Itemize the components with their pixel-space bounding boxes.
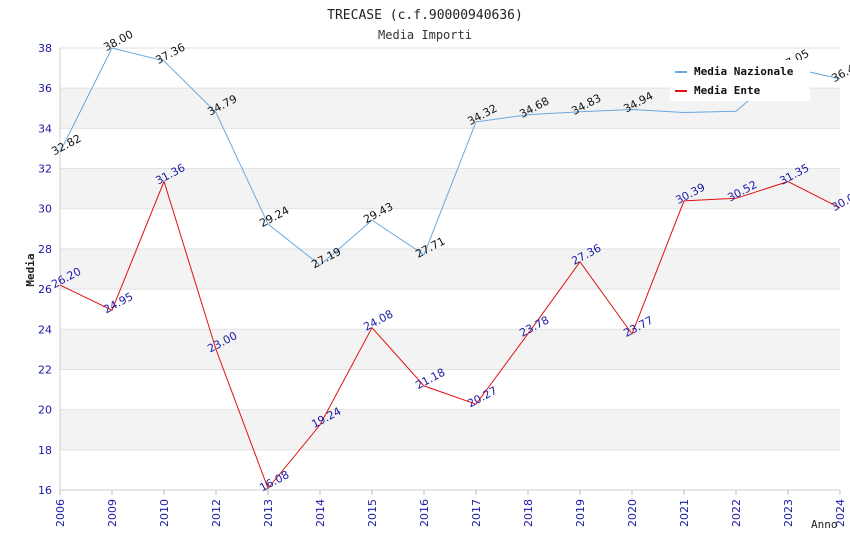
grid-band <box>60 248 840 290</box>
y-tick-label: 20 <box>38 404 52 417</box>
legend-label-media-nazionale: Media Nazionale <box>694 65 794 78</box>
y-tick-label: 28 <box>38 243 52 256</box>
x-tick-label: 2014 <box>314 499 327 527</box>
grid-band <box>60 409 840 450</box>
x-tick-label: 2012 <box>210 499 223 527</box>
data-label: 36.46 <box>829 59 850 85</box>
y-tick-label: 16 <box>38 484 52 497</box>
y-axis-title: Media <box>24 253 37 286</box>
x-tick-label: 2009 <box>106 499 119 527</box>
x-tick-label: 2023 <box>782 499 795 527</box>
x-tick-label: 2024 <box>834 499 847 527</box>
y-tick-label: 26 <box>38 283 52 296</box>
y-tick-label: 32 <box>38 163 52 176</box>
series-line-media-nazionale <box>59 47 841 266</box>
x-axis-title: Anno <box>811 518 838 531</box>
grid-lines <box>60 47 840 491</box>
data-label: 38.00 <box>101 28 135 54</box>
x-tick-label: 2021 <box>678 499 691 527</box>
x-tick-label: 2013 <box>262 499 275 527</box>
x-tick-label: 2010 <box>158 499 171 527</box>
y-tick-label: 38 <box>38 42 52 55</box>
chart-subtitle: Media Importi <box>378 28 472 42</box>
y-tick-label: 22 <box>38 363 52 376</box>
grid-bands <box>60 88 840 450</box>
x-tick-label: 2022 <box>730 499 743 527</box>
y-tick-label: 24 <box>38 323 52 336</box>
data-label: 37.36 <box>153 41 187 67</box>
chart-title: TRECASE (c.f.90000940636) <box>327 8 523 23</box>
series-layer <box>59 47 841 490</box>
y-tick-label: 36 <box>38 82 52 95</box>
y-tick-labels: 16 18 20 22 24 26 28 30 32 34 36 38 <box>38 42 52 497</box>
series-line-media-ente <box>59 179 841 490</box>
legend: Media Nazionale Media Ente <box>670 60 810 101</box>
x-tick-label: 2020 <box>626 499 639 527</box>
x-tick-label: 2016 <box>418 499 431 527</box>
x-tick-label: 2018 <box>522 499 535 527</box>
x-tick-label: 2006 <box>54 499 67 527</box>
x-tick-label: 2015 <box>366 499 379 527</box>
x-tick-label: 2019 <box>574 499 587 527</box>
grid-band <box>60 329 840 370</box>
legend-box <box>670 60 810 101</box>
data-label: 20.27 <box>465 384 499 410</box>
x-tick-label: 2017 <box>470 499 483 527</box>
y-tick-label: 34 <box>38 122 52 135</box>
y-tick-label: 18 <box>38 444 52 457</box>
y-tick-label: 30 <box>38 203 52 216</box>
data-label: 32.82 <box>49 132 83 158</box>
legend-label-media-ente: Media Ente <box>694 84 761 97</box>
x-tick-labels: 2006 2009 2010 2012 2013 2014 2015 2016 2017 2018… <box>54 490 847 527</box>
